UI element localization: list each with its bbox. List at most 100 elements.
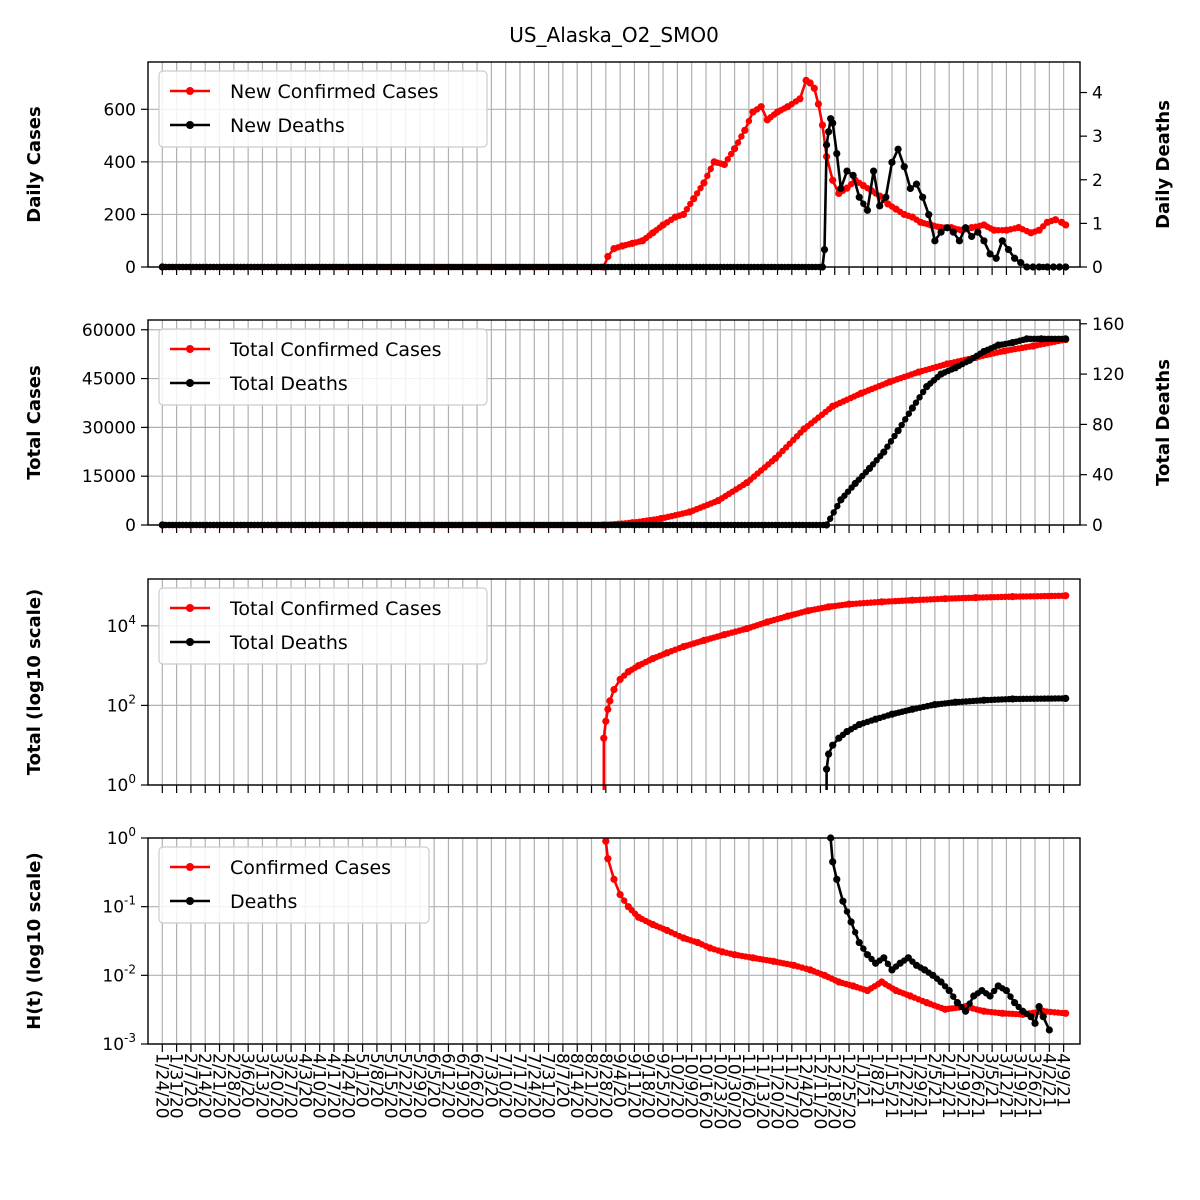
data-point bbox=[898, 421, 905, 429]
series-group bbox=[602, 834, 1070, 1034]
data-point bbox=[894, 427, 902, 435]
data-point bbox=[704, 172, 711, 180]
x-tick-label: 9/4/20 bbox=[609, 1053, 629, 1108]
data-point bbox=[986, 992, 994, 1000]
y-right-tick-label: 4 bbox=[1092, 84, 1103, 104]
data-point bbox=[1031, 1019, 1039, 1027]
data-point bbox=[602, 837, 610, 845]
data-point bbox=[707, 165, 714, 173]
legend-marker bbox=[186, 897, 194, 905]
data-point bbox=[961, 224, 970, 232]
x-tick-label: 1/15/21 bbox=[881, 1053, 901, 1119]
x-tick-label: 3/26/21 bbox=[1024, 1053, 1044, 1119]
x-tick-label: 3/20/20 bbox=[266, 1053, 286, 1119]
data-point bbox=[829, 119, 837, 127]
data-point bbox=[919, 193, 927, 201]
data-point bbox=[937, 228, 945, 236]
data-point bbox=[902, 416, 909, 423]
data-point bbox=[961, 1007, 970, 1015]
series-group bbox=[600, 592, 1070, 790]
data-point bbox=[1010, 999, 1019, 1007]
data-point bbox=[621, 897, 628, 904]
y-right-tick-label: 0 bbox=[1092, 516, 1103, 536]
series-group bbox=[158, 76, 1070, 271]
data-point bbox=[953, 999, 961, 1007]
x-tick-label: 2/7/20 bbox=[180, 1053, 200, 1108]
data-point bbox=[882, 193, 890, 201]
x-tick-label: 11/6/20 bbox=[738, 1053, 758, 1119]
data-point bbox=[992, 254, 1000, 262]
x-tick-label: 2/21/20 bbox=[209, 1053, 229, 1119]
data-point bbox=[880, 954, 888, 962]
data-point bbox=[1062, 335, 1070, 343]
data-point bbox=[880, 448, 888, 456]
y-right-tick-label: 3 bbox=[1092, 127, 1103, 147]
data-point bbox=[1002, 986, 1011, 995]
data-point bbox=[966, 1000, 973, 1007]
x-tick-label: 11/20/20 bbox=[767, 1053, 787, 1129]
x-tick-label: 2/12/21 bbox=[938, 1053, 958, 1119]
data-point bbox=[906, 184, 914, 193]
x-tick-label: 3/6/20 bbox=[237, 1053, 257, 1108]
legend-box bbox=[158, 328, 488, 406]
x-tick-label: 10/2/20 bbox=[666, 1053, 686, 1119]
y-right-tick-label: 2 bbox=[1092, 171, 1103, 191]
data-point bbox=[1007, 993, 1014, 1000]
x-tick-label: 1/31/20 bbox=[166, 1053, 186, 1119]
y-tick-label: 30000 bbox=[82, 418, 136, 438]
data-point bbox=[834, 502, 841, 510]
data-point bbox=[829, 741, 837, 749]
data-point bbox=[990, 987, 998, 995]
y-axis-title: Total (log10 scale) bbox=[24, 589, 45, 776]
x-tick-label: 12/18/20 bbox=[824, 1053, 844, 1129]
data-point bbox=[916, 394, 923, 401]
data-point bbox=[908, 404, 917, 412]
x-tick-label: 12/11/20 bbox=[809, 1053, 829, 1129]
x-tick-label: 8/28/20 bbox=[595, 1053, 615, 1119]
y-tick-label: 0 bbox=[125, 516, 136, 536]
y-axis-title: H(t) (log10 scale) bbox=[24, 852, 45, 1030]
x-tick-label: 12/25/20 bbox=[838, 1053, 858, 1129]
x-tick-label: 3/5/21 bbox=[981, 1053, 1001, 1108]
data-point bbox=[1045, 1026, 1053, 1034]
data-point bbox=[825, 128, 833, 136]
data-point bbox=[833, 875, 841, 883]
x-tick-label: 6/5/20 bbox=[423, 1053, 443, 1108]
x-tick-label: 2/26/21 bbox=[967, 1053, 987, 1119]
y-right-tick-label: 40 bbox=[1092, 466, 1114, 486]
x-tick-label: 3/12/21 bbox=[995, 1053, 1015, 1119]
y-tick-label: 10-3 bbox=[102, 1031, 136, 1055]
data-point bbox=[891, 432, 898, 440]
x-tick-label: 8/21/20 bbox=[581, 1053, 601, 1119]
data-point bbox=[937, 978, 945, 986]
x-tick-label: 2/5/21 bbox=[924, 1053, 944, 1108]
y-axis-title: Total Cases bbox=[24, 365, 45, 479]
data-point bbox=[1010, 254, 1019, 262]
data-point bbox=[724, 156, 731, 163]
panel-3: 100 102 104 Total (log10 scale) Total Confir… bbox=[24, 578, 1081, 796]
legend: New Confirmed Cases New Deaths bbox=[158, 70, 488, 148]
data-point bbox=[830, 509, 837, 516]
y-tick-label: 10-2 bbox=[102, 962, 136, 986]
data-point bbox=[1017, 259, 1025, 267]
x-tick-label: 11/27/20 bbox=[781, 1053, 801, 1129]
legend: Total Confirmed Cases Total Deaths bbox=[158, 328, 488, 406]
data-point bbox=[734, 139, 742, 146]
data-point bbox=[730, 145, 739, 153]
x-tick-label: 10/23/20 bbox=[709, 1053, 729, 1129]
data-point bbox=[679, 210, 688, 219]
x-axis-date-labels: 1/24/201/31/202/7/202/14/202/21/202/28/2… bbox=[151, 1053, 1072, 1129]
x-tick-label: 6/26/20 bbox=[466, 1053, 486, 1119]
legend: Total Confirmed Cases Total Deaths bbox=[158, 587, 488, 665]
y-tick-label: 45000 bbox=[82, 370, 136, 390]
y-tick-label: 100 bbox=[107, 772, 136, 796]
x-tick-label: 8/7/20 bbox=[552, 1053, 572, 1108]
data-point bbox=[986, 250, 994, 258]
x-tick-label: 9/25/20 bbox=[652, 1053, 672, 1119]
data-point bbox=[720, 160, 728, 169]
data-point bbox=[998, 237, 1006, 245]
x-tick-label: 12/4/20 bbox=[795, 1053, 815, 1119]
x-tick-label: 7/17/20 bbox=[509, 1053, 529, 1119]
y-tick-label: 104 bbox=[107, 613, 136, 637]
